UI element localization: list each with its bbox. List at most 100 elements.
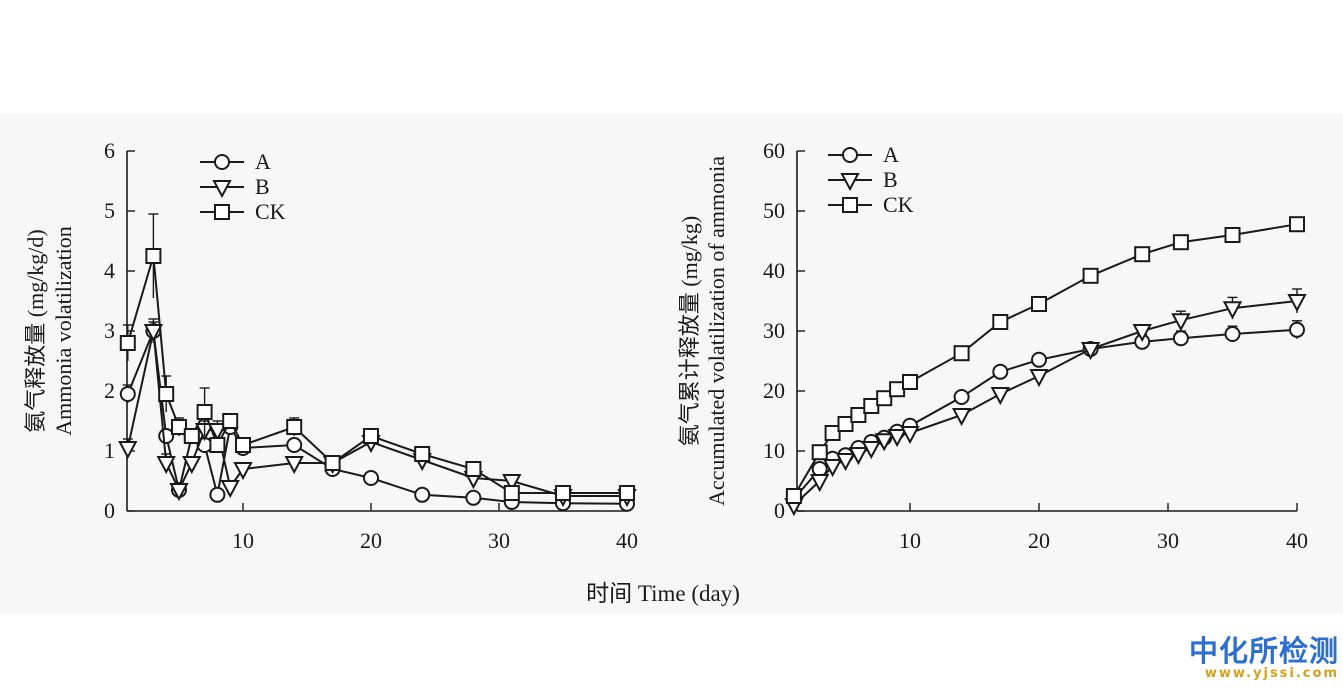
data-point: [1080, 342, 1101, 361]
data-point: [837, 416, 854, 432]
data-point: [1172, 234, 1189, 251]
x-tick-label: 40: [616, 528, 638, 553]
data-point: [1172, 330, 1189, 347]
y-tick-label: 1: [104, 438, 115, 463]
y-tick-label: 20: [763, 378, 785, 403]
legend-label: B: [255, 174, 270, 199]
legend-marker: [214, 154, 230, 170]
data-point: [363, 428, 379, 444]
data-point: [465, 461, 482, 477]
shared-x-axis-label: 时间 Time (day): [586, 581, 740, 606]
data-point: [222, 413, 239, 429]
y-tick-label: 2: [104, 378, 115, 403]
y-tick-label: 6: [104, 138, 115, 163]
watermark-name: 中化所检测: [1188, 634, 1339, 668]
data-point: [182, 456, 202, 475]
data-point: [848, 447, 869, 466]
data-point: [619, 485, 635, 501]
data-point: [874, 433, 894, 452]
x-tick-label: 20: [360, 528, 382, 553]
y-tick-label: 40: [763, 258, 785, 283]
watermark: 中化所检测 www.yjssi.com: [1189, 636, 1339, 682]
y-tick-label: 0: [104, 498, 115, 523]
data-point: [811, 444, 828, 461]
data-point: [1132, 324, 1152, 343]
data-point: [1222, 301, 1243, 320]
data-point: [414, 446, 431, 462]
x-tick-label: 30: [1157, 528, 1179, 553]
y-tick-label: 3: [104, 318, 115, 343]
data-point: [835, 453, 856, 472]
data-point: [502, 474, 522, 493]
y-tick-label: 0: [774, 498, 785, 523]
data-point: [887, 429, 907, 448]
y-axis-label-en: Accumulated volatilization of ammonia: [704, 156, 729, 506]
data-point: [1224, 227, 1241, 243]
x-tick-label: 20: [1028, 528, 1050, 553]
data-point: [207, 423, 228, 442]
data-point: [900, 426, 920, 445]
legend-label: B: [883, 167, 898, 192]
data-point: [284, 456, 304, 475]
y-axis-label-en: Ammonia volatilization: [51, 226, 76, 436]
data-point: [465, 489, 482, 506]
data-point: [1031, 351, 1047, 368]
data-point: [822, 459, 843, 478]
data-point: [209, 437, 226, 453]
data-point: [902, 374, 918, 390]
data-point: [145, 248, 162, 264]
data-point: [503, 485, 520, 501]
data-point: [171, 419, 187, 435]
legend-marker: [840, 173, 860, 192]
data-point: [363, 470, 379, 486]
data-point: [119, 386, 136, 402]
y-tick-label: 50: [763, 198, 785, 223]
data-point: [119, 335, 136, 351]
data-point: [1224, 326, 1241, 342]
data-point: [785, 488, 802, 504]
data-point: [992, 363, 1009, 380]
x-tick-label: 10: [232, 528, 254, 553]
legend-label: A: [255, 149, 271, 174]
data-point: [324, 455, 341, 471]
data-point: [992, 314, 1009, 330]
legend-marker: [842, 197, 858, 213]
legend-marker: [842, 147, 858, 163]
y-tick-label: 60: [763, 138, 785, 163]
data-point: [824, 425, 841, 441]
series-ck: [119, 213, 635, 501]
legend-marker: [214, 204, 230, 220]
data-point: [183, 428, 200, 444]
data-point: [220, 480, 240, 499]
data-point: [209, 486, 226, 503]
data-point: [861, 441, 881, 460]
x-tick-label: 10: [899, 528, 921, 553]
y-axis-label-cn: 氨气释放量 (mg/kg/d): [23, 229, 48, 433]
data-point: [235, 437, 251, 453]
data-point: [233, 462, 253, 481]
chart-daily-ammonia: 0 1 2 3 4 5 6 10 20 30 40 氨气释放量 (mg/kg/d) Ammonia vo…: [23, 138, 638, 553]
y-axis-label-cn: 氨气累计释放量 (mg/kg): [677, 216, 702, 446]
legend-label: CK: [255, 199, 286, 224]
legend-label: A: [883, 142, 899, 167]
data-point: [1289, 321, 1305, 338]
legend-label: CK: [883, 192, 914, 217]
data-point: [1031, 296, 1047, 312]
data-point: [1134, 246, 1151, 263]
data-point: [1289, 216, 1305, 233]
watermark-url: www.yjssi.com: [1204, 666, 1339, 681]
data-point: [1287, 294, 1307, 313]
legend-marker: [212, 180, 232, 199]
figure-svg: 0 1 2 3 4 5 6 10 20 30 40 氨气释放量 (mg/kg/d) Ammonia vo…: [23, 138, 1308, 606]
y-tick-label: 5: [104, 198, 115, 223]
data-point: [810, 474, 830, 493]
chart-accumulated-ammonia: 0 10 20 30 40 50 60 10 20 30 40 氨气累计释放量 (mg/kg) Accu…: [677, 138, 1308, 553]
data-point: [555, 485, 571, 501]
data-point: [1082, 267, 1099, 284]
data-point: [196, 404, 213, 420]
data-point: [990, 387, 1010, 406]
data-point: [156, 456, 176, 475]
data-point: [143, 324, 164, 343]
